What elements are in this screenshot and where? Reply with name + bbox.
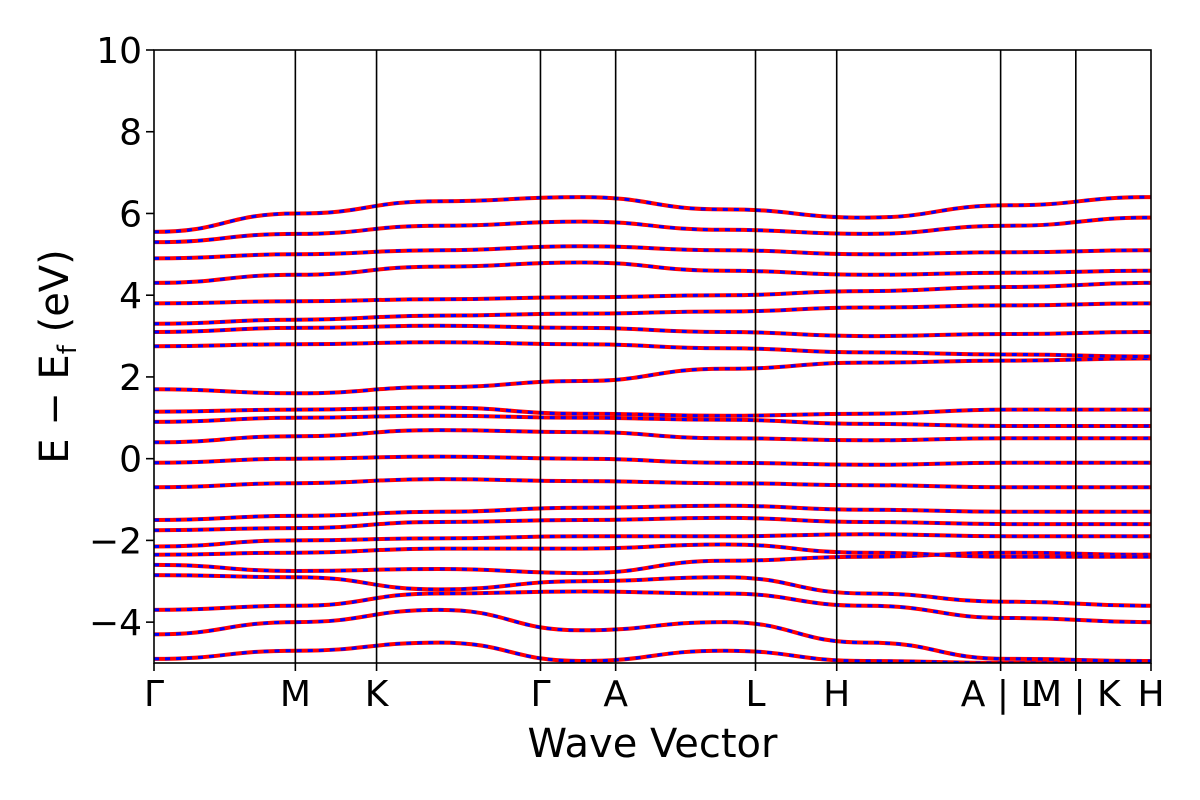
band-line-dashed-2 — [154, 589, 1151, 624]
x-tick-label: Γ — [530, 674, 550, 715]
band-line-21 — [154, 215, 1151, 245]
x-tick-label: H — [823, 674, 850, 715]
x-tick-label: M | K — [1031, 674, 1122, 715]
y-tick-label: −4 — [89, 603, 142, 644]
band-line-dashed-20 — [154, 244, 1151, 260]
band-line-dashed-17 — [154, 301, 1151, 326]
y-axis: −4 −2 0 2 4 6 8 10 — [89, 31, 154, 644]
band-line-13 — [154, 405, 1151, 418]
plot-frame — [153, 49, 1152, 664]
y-tick-label: 2 — [119, 358, 142, 399]
band-line-dashed-4 — [154, 551, 1151, 575]
y-tick-label: −2 — [89, 521, 142, 562]
band-line-dashed-19 — [154, 260, 1151, 285]
high-symmetry-lines — [294, 50, 1077, 663]
y-tick-label: 8 — [119, 113, 142, 154]
y-tick-label: 4 — [119, 276, 142, 317]
x-axis: Γ M K Γ A L H A | LM | K H — [144, 663, 1165, 715]
y-tick-label: 10 — [96, 31, 142, 72]
bands-layer — [154, 195, 1151, 663]
band-line-7 — [154, 515, 1151, 533]
band-line-11 — [154, 428, 1151, 445]
band-line-dashed-18 — [154, 281, 1151, 305]
y-tick-label: 0 — [119, 440, 142, 481]
band-line-9 — [154, 477, 1151, 490]
band-line-dashed-15 — [154, 340, 1151, 358]
band-line-dashed-5 — [154, 542, 1151, 559]
y-axis-label-unit: (eV) — [32, 249, 78, 345]
band-line-dashed-1 — [154, 608, 1151, 663]
band-line-dashed-16 — [154, 324, 1151, 338]
x-tick-label: L — [745, 674, 765, 715]
y-axis-label-subscript: f — [53, 344, 83, 354]
band-line-dashed-21 — [154, 216, 1151, 244]
band-line-10 — [154, 454, 1151, 467]
y-tick-label: 6 — [119, 194, 142, 235]
band-line-6 — [154, 532, 1151, 549]
band-line-dashed-3 — [154, 573, 1151, 608]
band-line-12 — [154, 413, 1151, 429]
band-line-dashed-14 — [154, 357, 1151, 395]
x-axis-label: Wave Vector — [528, 721, 779, 767]
x-tick-label: Γ — [144, 674, 164, 715]
band-line-dashed-22 — [154, 195, 1151, 234]
x-tick-label: A | L — [961, 674, 1041, 715]
band-line-8 — [154, 503, 1151, 522]
x-tick-label: M — [280, 674, 311, 715]
y-axis-label: E − Ef (eV) — [32, 249, 83, 464]
x-tick-label: A — [603, 674, 628, 715]
x-tick-label: K — [365, 674, 390, 715]
y-axis-label-main: E − E — [32, 354, 78, 464]
x-tick-label: H — [1137, 674, 1164, 715]
